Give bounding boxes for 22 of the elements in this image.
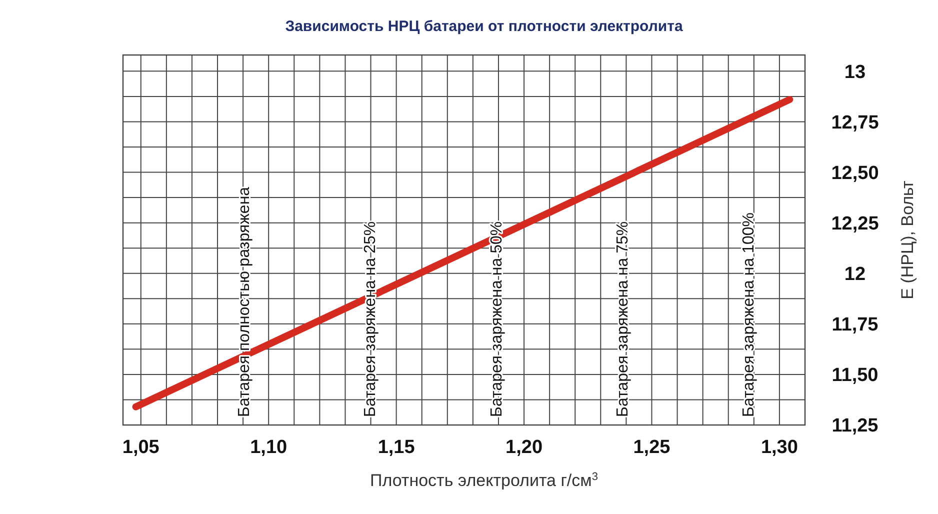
x-tick-label: 1,30 bbox=[760, 437, 798, 458]
y-tick-label: 12,75 bbox=[831, 112, 880, 134]
annotation: Батарея заряжена на 75% bbox=[614, 221, 632, 417]
annotation: Батарея полностью разряжена bbox=[236, 186, 254, 417]
x-tick-label: 1,15 bbox=[378, 437, 416, 458]
annotation: Батарея заряжена на 50% bbox=[488, 221, 506, 417]
chart-title: Зависимость НРЦ батареи от плотности электролита bbox=[285, 18, 684, 35]
y-tick-label: 12,25 bbox=[831, 213, 880, 234]
annotation: Батарея заряжена на 100% bbox=[740, 212, 758, 417]
y-tick-label: 12 bbox=[844, 264, 866, 286]
x-tick-label: 1,10 bbox=[250, 437, 288, 458]
y-tick-label: 11,75 bbox=[832, 314, 879, 336]
annotation: Батарея заряжена на 25% bbox=[362, 221, 380, 417]
x-tick-label: 1,20 bbox=[506, 437, 543, 458]
x-axis-title: Плотность электролита г/см$^{3}$ bbox=[370, 471, 598, 490]
x-tick-label: 1,05 bbox=[122, 437, 160, 458]
y-tick-label: 11,25 bbox=[832, 416, 879, 437]
y-tick-label: 11,50 bbox=[832, 365, 878, 386]
y-tick-label: 13 bbox=[844, 62, 866, 83]
y-tick-label: 12,50 bbox=[831, 162, 879, 184]
x-tick-label: 1,25 bbox=[633, 437, 671, 458]
y-axis-title: E (НРЦ), Вольт bbox=[898, 180, 917, 300]
